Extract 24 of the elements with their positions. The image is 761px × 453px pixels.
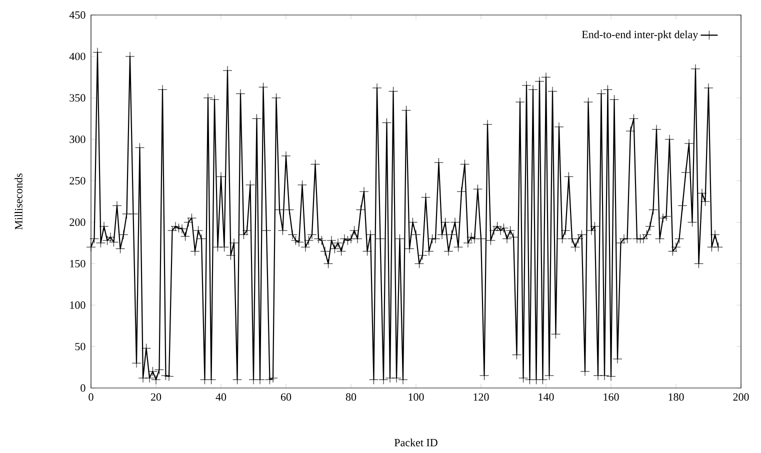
x-tick-label: 40 <box>216 393 226 401</box>
x-tick-label: 200 <box>733 393 749 401</box>
y-tick-label: 350 <box>70 94 86 102</box>
y-tick-label: 0 <box>80 384 86 392</box>
y-axis-title: Milliseconds <box>14 173 22 230</box>
x-tick-label: 80 <box>346 393 356 401</box>
y-tick-label: 150 <box>70 260 86 268</box>
x-tick-label: 100 <box>408 393 424 401</box>
y-tick-label: 250 <box>70 177 86 184</box>
x-tick-label: 180 <box>668 393 684 401</box>
y-tick-label: 50 <box>75 342 86 350</box>
y-tick-label: 100 <box>70 301 86 309</box>
x-tick-label: 160 <box>604 393 619 401</box>
y-tick-label: 300 <box>70 136 86 144</box>
y-tick-label: 450 <box>69 11 86 19</box>
x-tick-label: 0 <box>88 393 94 401</box>
legend-label: End-to-end inter-pkt delay <box>582 30 698 40</box>
x-tick-label: 120 <box>474 393 489 401</box>
y-tick-label: 400 <box>69 52 86 60</box>
x-axis-title: Packet ID <box>394 438 438 446</box>
x-tick-label: 140 <box>538 393 554 401</box>
y-tick-label: 200 <box>70 218 86 226</box>
x-tick-label: 20 <box>150 393 162 401</box>
x-tick-label: 60 <box>280 393 292 401</box>
